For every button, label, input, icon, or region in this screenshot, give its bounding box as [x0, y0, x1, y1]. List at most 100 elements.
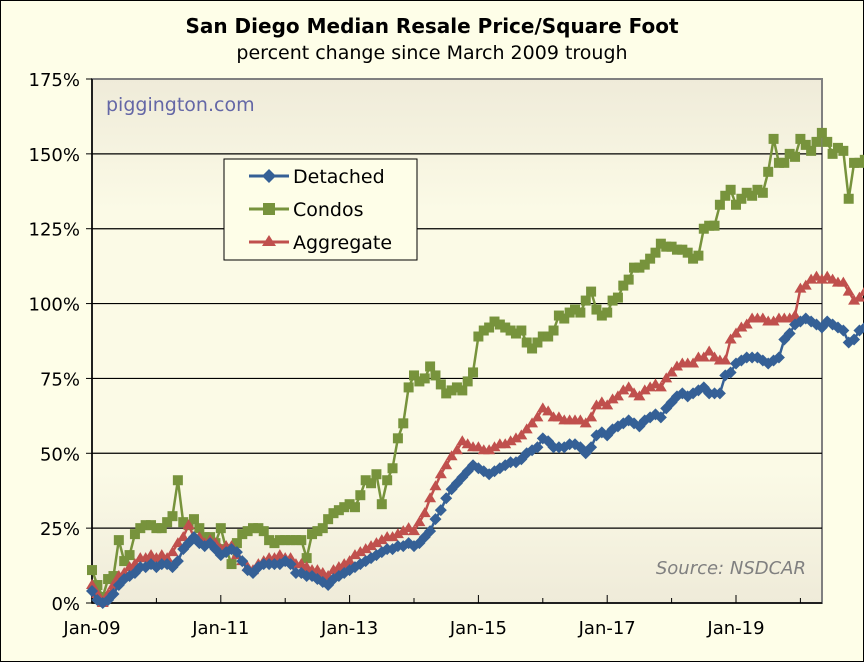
data-point-aggregate — [805, 273, 818, 284]
data-point-aggregate — [740, 318, 753, 329]
data-point-aggregate — [182, 519, 195, 530]
data-point-condos — [451, 382, 462, 393]
data-point-aggregate — [617, 384, 630, 395]
data-point-condos — [92, 580, 103, 591]
data-point-aggregate — [697, 351, 710, 362]
data-point-condos — [661, 241, 672, 252]
data-point-condos — [188, 514, 199, 525]
data-point-condos — [677, 244, 688, 255]
data-point-condos — [366, 478, 377, 489]
data-point-condos — [736, 193, 747, 204]
data-point-aggregate — [794, 282, 807, 293]
data-point-condos — [242, 526, 253, 537]
data-point-condos — [537, 331, 548, 342]
y-tick-label: 175% — [29, 70, 80, 91]
data-point-aggregate — [375, 534, 388, 545]
data-point-aggregate — [429, 480, 442, 491]
data-point-condos — [103, 574, 114, 585]
data-point-condos — [344, 499, 355, 510]
data-point-condos — [816, 127, 827, 138]
data-point-condos — [543, 331, 554, 342]
data-point-aggregate — [665, 366, 678, 377]
data-point-condos — [602, 307, 613, 318]
data-point-condos — [779, 157, 790, 168]
data-point-condos — [741, 187, 752, 198]
data-point-condos — [832, 142, 843, 153]
data-point-detached — [236, 555, 249, 568]
data-point-condos — [87, 565, 97, 576]
data-point-aggregate — [499, 438, 512, 449]
data-point-condos — [371, 469, 382, 480]
data-point-condos — [258, 526, 269, 537]
data-point-aggregate — [842, 285, 855, 296]
x-tick-label: Jan-17 — [578, 618, 636, 639]
data-point-condos — [317, 523, 328, 534]
data-point-condos — [827, 148, 838, 159]
data-point-condos — [468, 367, 479, 378]
data-point-aggregate — [579, 417, 592, 428]
data-point-condos — [403, 382, 414, 393]
data-point-aggregate — [633, 390, 646, 401]
data-point-aggregate — [730, 327, 742, 338]
data-point-aggregate — [606, 393, 619, 404]
source-note: Source: NSDCAR — [656, 558, 806, 579]
data-point-condos — [194, 523, 205, 534]
data-point-condos — [859, 154, 864, 165]
watermark: piggington.com — [106, 94, 255, 116]
series-detached — [86, 312, 864, 609]
data-point-aggregate — [504, 435, 517, 446]
data-point-aggregate — [542, 405, 555, 416]
data-point-condos — [237, 529, 248, 540]
data-point-condos — [666, 241, 677, 252]
data-point-condos — [564, 307, 575, 318]
data-point-condos — [355, 490, 366, 501]
data-point-condos — [430, 370, 441, 381]
data-point-condos — [113, 535, 124, 546]
legend-label-condos: Condos — [293, 199, 364, 221]
data-point-condos — [129, 529, 140, 540]
data-point-condos — [639, 259, 650, 270]
data-point-aggregate — [670, 360, 683, 371]
data-point-condos — [478, 325, 489, 336]
data-point-condos — [349, 502, 360, 513]
data-point-aggregate — [139, 552, 152, 563]
data-point-condos — [119, 556, 130, 567]
data-point-condos — [591, 304, 602, 315]
y-tick-label: 0% — [51, 594, 80, 615]
data-point-condos — [747, 190, 758, 201]
data-point-condos — [521, 337, 532, 348]
data-point-condos — [376, 499, 387, 510]
data-point-aggregate — [515, 429, 528, 440]
data-point-condos — [156, 523, 167, 534]
data-point-aggregate — [86, 579, 98, 590]
y-tick-label: 75% — [40, 369, 80, 390]
data-point-detached — [424, 525, 437, 538]
data-point-condos — [548, 325, 559, 336]
data-point-aggregate — [418, 507, 431, 518]
data-point-condos — [280, 535, 291, 546]
data-point-aggregate — [703, 345, 716, 356]
data-point-condos — [806, 145, 817, 156]
data-point-aggregate — [171, 537, 184, 548]
data-point-condos — [688, 253, 699, 264]
data-point-condos — [140, 520, 151, 531]
data-point-aggregate — [724, 333, 737, 344]
legend: Detached Condos Aggregate — [223, 158, 418, 261]
data-point-aggregate — [391, 528, 404, 539]
data-point-condos — [473, 331, 484, 342]
data-point-condos — [709, 220, 720, 231]
data-point-condos — [312, 526, 323, 537]
data-point-aggregate — [520, 423, 533, 434]
chart-subtitle: percent change since March 2009 trough — [236, 42, 627, 64]
data-point-condos — [698, 223, 709, 234]
data-point-aggregate — [601, 399, 614, 410]
data-point-aggregate — [166, 546, 179, 557]
data-point-condos — [811, 136, 822, 147]
data-point-aggregate — [268, 552, 281, 563]
data-point-aggregate — [638, 384, 651, 395]
data-point-condos — [596, 310, 607, 321]
data-point-aggregate — [450, 444, 463, 455]
data-point-aggregate — [654, 381, 667, 392]
data-point-aggregate — [531, 411, 544, 422]
data-point-detached — [171, 555, 184, 568]
